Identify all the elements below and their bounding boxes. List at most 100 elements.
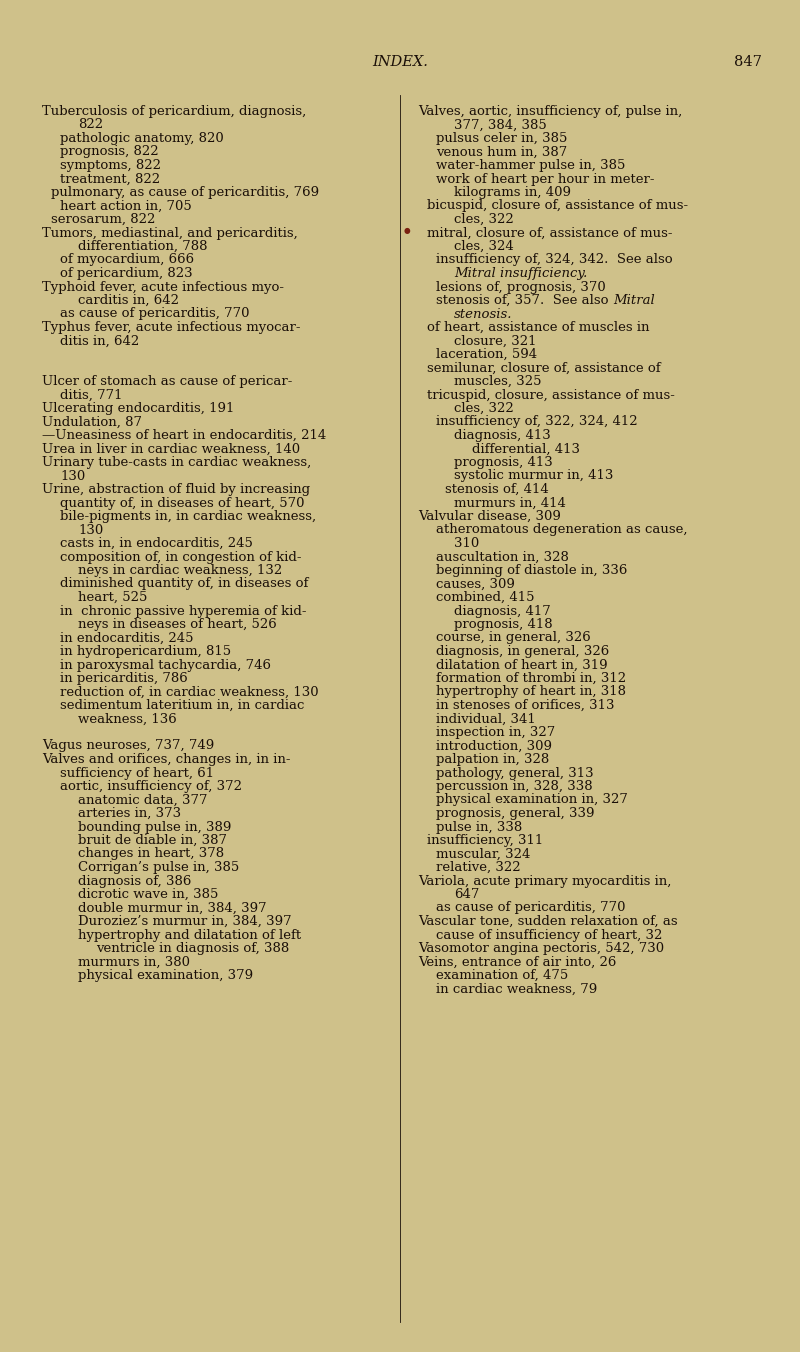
Text: Mitral: Mitral [613, 293, 654, 307]
Text: 822: 822 [78, 119, 103, 131]
Text: weakness, 136: weakness, 136 [78, 713, 177, 726]
Text: double murmur in, 384, 397: double murmur in, 384, 397 [78, 902, 266, 914]
Text: diagnosis, in general, 326: diagnosis, in general, 326 [436, 645, 610, 658]
Text: treatment, 822: treatment, 822 [60, 173, 160, 185]
Text: cause of insufficiency of heart, 32: cause of insufficiency of heart, 32 [436, 929, 662, 941]
Text: cles, 322: cles, 322 [454, 214, 514, 226]
Text: 647: 647 [454, 888, 479, 900]
Text: in  chronic passive hyperemia of kid-: in chronic passive hyperemia of kid- [60, 604, 306, 618]
Text: heart action in, 705: heart action in, 705 [60, 200, 192, 212]
Text: in cardiac weakness, 79: in cardiac weakness, 79 [436, 983, 598, 995]
Text: ●: ● [404, 227, 410, 234]
Text: insufficiency of, 322, 324, 412: insufficiency of, 322, 324, 412 [436, 415, 638, 429]
Text: of heart, assistance of muscles in: of heart, assistance of muscles in [427, 320, 650, 334]
Text: physical examination, 379: physical examination, 379 [78, 969, 253, 982]
Text: serosarum, 822: serosarum, 822 [51, 214, 155, 226]
Text: Undulation, 87: Undulation, 87 [42, 415, 142, 429]
Text: atheromatous degeneration as cause,: atheromatous degeneration as cause, [436, 523, 687, 537]
Text: semilunar, closure of, assistance of: semilunar, closure of, assistance of [427, 361, 661, 375]
Text: Urine, abstraction of fluid by increasing: Urine, abstraction of fluid by increasin… [42, 483, 310, 496]
Text: as cause of pericarditis, 770: as cause of pericarditis, 770 [436, 902, 626, 914]
Text: pulmonary, as cause of pericarditis, 769: pulmonary, as cause of pericarditis, 769 [51, 187, 319, 199]
Text: symptoms, 822: symptoms, 822 [60, 160, 161, 172]
Text: closure, 321: closure, 321 [454, 334, 537, 347]
Text: arteries in, 373: arteries in, 373 [78, 807, 181, 821]
Text: reduction of, in cardiac weakness, 130: reduction of, in cardiac weakness, 130 [60, 685, 318, 699]
Text: prognosis, 413: prognosis, 413 [454, 456, 553, 469]
Text: stenosis of, 357.  See also: stenosis of, 357. See also [436, 293, 613, 307]
Text: inspection in, 327: inspection in, 327 [436, 726, 555, 740]
Text: relative, 322: relative, 322 [436, 861, 521, 873]
Text: anatomic data, 377: anatomic data, 377 [78, 794, 207, 807]
Text: Valves, aortic, insufficiency of, pulse in,: Valves, aortic, insufficiency of, pulse … [418, 105, 682, 118]
Text: auscultation in, 328: auscultation in, 328 [436, 550, 569, 564]
Text: aortic, insufficiency of, 372: aortic, insufficiency of, 372 [60, 780, 242, 794]
Text: bile-pigments in, in cardiac weakness,: bile-pigments in, in cardiac weakness, [60, 510, 316, 523]
Text: individual, 341: individual, 341 [436, 713, 536, 726]
Text: prognosis, general, 339: prognosis, general, 339 [436, 807, 594, 821]
Text: neys in cardiac weakness, 132: neys in cardiac weakness, 132 [78, 564, 282, 577]
Text: combined, 415: combined, 415 [436, 591, 534, 604]
Text: casts in, in endocarditis, 245: casts in, in endocarditis, 245 [60, 537, 253, 550]
Text: dilatation of heart in, 319: dilatation of heart in, 319 [436, 658, 608, 672]
Text: bruit de diable in, 387: bruit de diable in, 387 [78, 834, 227, 846]
Text: muscular, 324: muscular, 324 [436, 848, 530, 860]
Text: causes, 309: causes, 309 [436, 577, 515, 591]
Text: ditis, 771: ditis, 771 [60, 388, 122, 402]
Text: work of heart per hour in meter-: work of heart per hour in meter- [436, 173, 654, 185]
Text: ditis in, 642: ditis in, 642 [60, 334, 139, 347]
Text: 130: 130 [60, 469, 86, 483]
Text: lesions of, prognosis, 370: lesions of, prognosis, 370 [436, 280, 606, 293]
Text: Valves and orifices, changes in, in in-: Valves and orifices, changes in, in in- [42, 753, 290, 767]
Text: differential, 413: differential, 413 [472, 442, 580, 456]
Text: introduction, 309: introduction, 309 [436, 740, 552, 753]
Text: heart, 525: heart, 525 [78, 591, 147, 604]
Text: Ulcer of stomach as cause of pericar-: Ulcer of stomach as cause of pericar- [42, 375, 292, 388]
Text: diagnosis of, 386: diagnosis of, 386 [78, 875, 191, 887]
Text: diminished quantity of, in diseases of: diminished quantity of, in diseases of [60, 577, 308, 591]
Text: water-hammer pulse in, 385: water-hammer pulse in, 385 [436, 160, 626, 172]
Text: Vascular tone, sudden relaxation of, as: Vascular tone, sudden relaxation of, as [418, 915, 678, 927]
Text: ventricle in diagnosis of, 388: ventricle in diagnosis of, 388 [96, 942, 290, 955]
Text: muscles, 325: muscles, 325 [454, 375, 542, 388]
Text: examination of, 475: examination of, 475 [436, 969, 568, 982]
Text: 847: 847 [734, 55, 762, 69]
Text: in stenoses of orifices, 313: in stenoses of orifices, 313 [436, 699, 614, 713]
Text: in paroxysmal tachycardia, 746: in paroxysmal tachycardia, 746 [60, 658, 271, 672]
Text: pulse in, 338: pulse in, 338 [436, 821, 522, 833]
Text: stenosis of, 414: stenosis of, 414 [445, 483, 549, 496]
Text: sedimentum lateritium in, in cardiac: sedimentum lateritium in, in cardiac [60, 699, 304, 713]
Text: percussion in, 328, 338: percussion in, 328, 338 [436, 780, 593, 794]
Text: 130: 130 [78, 523, 103, 537]
Text: tricuspid, closure, assistance of mus-: tricuspid, closure, assistance of mus- [427, 388, 675, 402]
Text: carditis in, 642: carditis in, 642 [78, 293, 179, 307]
Text: diagnosis, 413: diagnosis, 413 [454, 429, 550, 442]
Text: pathology, general, 313: pathology, general, 313 [436, 767, 594, 780]
Text: of myocardium, 666: of myocardium, 666 [60, 254, 194, 266]
Text: mitral, closure of, assistance of mus-: mitral, closure of, assistance of mus- [427, 227, 673, 239]
Text: Veins, entrance of air into, 26: Veins, entrance of air into, 26 [418, 956, 616, 968]
Text: —Uneasiness of heart in endocarditis, 214: —Uneasiness of heart in endocarditis, 21… [42, 429, 326, 442]
Text: in endocarditis, 245: in endocarditis, 245 [60, 631, 194, 645]
Text: laceration, 594: laceration, 594 [436, 347, 537, 361]
Text: Vagus neuroses, 737, 749: Vagus neuroses, 737, 749 [42, 740, 214, 753]
Text: murmurs in, 414: murmurs in, 414 [454, 496, 566, 510]
Text: insufficiency of, 324, 342.  See also: insufficiency of, 324, 342. See also [436, 254, 673, 266]
Text: INDEX.: INDEX. [372, 55, 428, 69]
Text: in pericarditis, 786: in pericarditis, 786 [60, 672, 188, 685]
Text: differentiation, 788: differentiation, 788 [78, 241, 207, 253]
Text: bicuspid, closure of, assistance of mus-: bicuspid, closure of, assistance of mus- [427, 200, 688, 212]
Text: formation of thrombi in, 312: formation of thrombi in, 312 [436, 672, 626, 685]
Text: Tuberculosis of pericardium, diagnosis,: Tuberculosis of pericardium, diagnosis, [42, 105, 306, 118]
Text: neys in diseases of heart, 526: neys in diseases of heart, 526 [78, 618, 277, 631]
Text: insufficiency, 311: insufficiency, 311 [427, 834, 543, 846]
Text: Mitral insufficiency.: Mitral insufficiency. [454, 266, 587, 280]
Text: palpation in, 328: palpation in, 328 [436, 753, 550, 767]
Text: Variola, acute primary myocarditis in,: Variola, acute primary myocarditis in, [418, 875, 671, 887]
Text: bounding pulse in, 389: bounding pulse in, 389 [78, 821, 231, 833]
Text: Corrigan’s pulse in, 385: Corrigan’s pulse in, 385 [78, 861, 239, 873]
Text: Urea in liver in cardiac weakness, 140: Urea in liver in cardiac weakness, 140 [42, 442, 300, 456]
Text: diagnosis, 417: diagnosis, 417 [454, 604, 550, 618]
Text: stenosis.: stenosis. [454, 307, 513, 320]
Text: Tumors, mediastinal, and pericarditis,: Tumors, mediastinal, and pericarditis, [42, 227, 298, 239]
